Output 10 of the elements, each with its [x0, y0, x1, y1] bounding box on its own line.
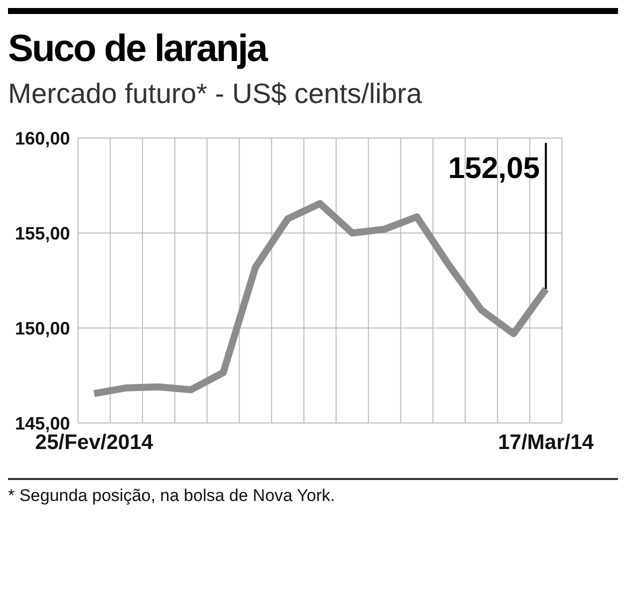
x-tick-label: 17/Mar/14: [498, 431, 594, 454]
y-tick-label: 160,00: [14, 128, 70, 148]
chart-subtitle: Mercado futuro* - US$ cents/libra: [8, 77, 423, 111]
y-tick-label: 150,00: [14, 318, 70, 338]
annotation: 152,05: [448, 152, 540, 185]
chart-title: Suco de laranja: [8, 28, 268, 70]
x-tick-label: 25/Fev/2014: [35, 431, 154, 454]
y-tick-label: 155,00: [14, 223, 70, 244]
y-tick-label: 145,00: [14, 413, 70, 434]
text: * Segunda posição, na bolsa de Nova York.: [8, 486, 336, 506]
